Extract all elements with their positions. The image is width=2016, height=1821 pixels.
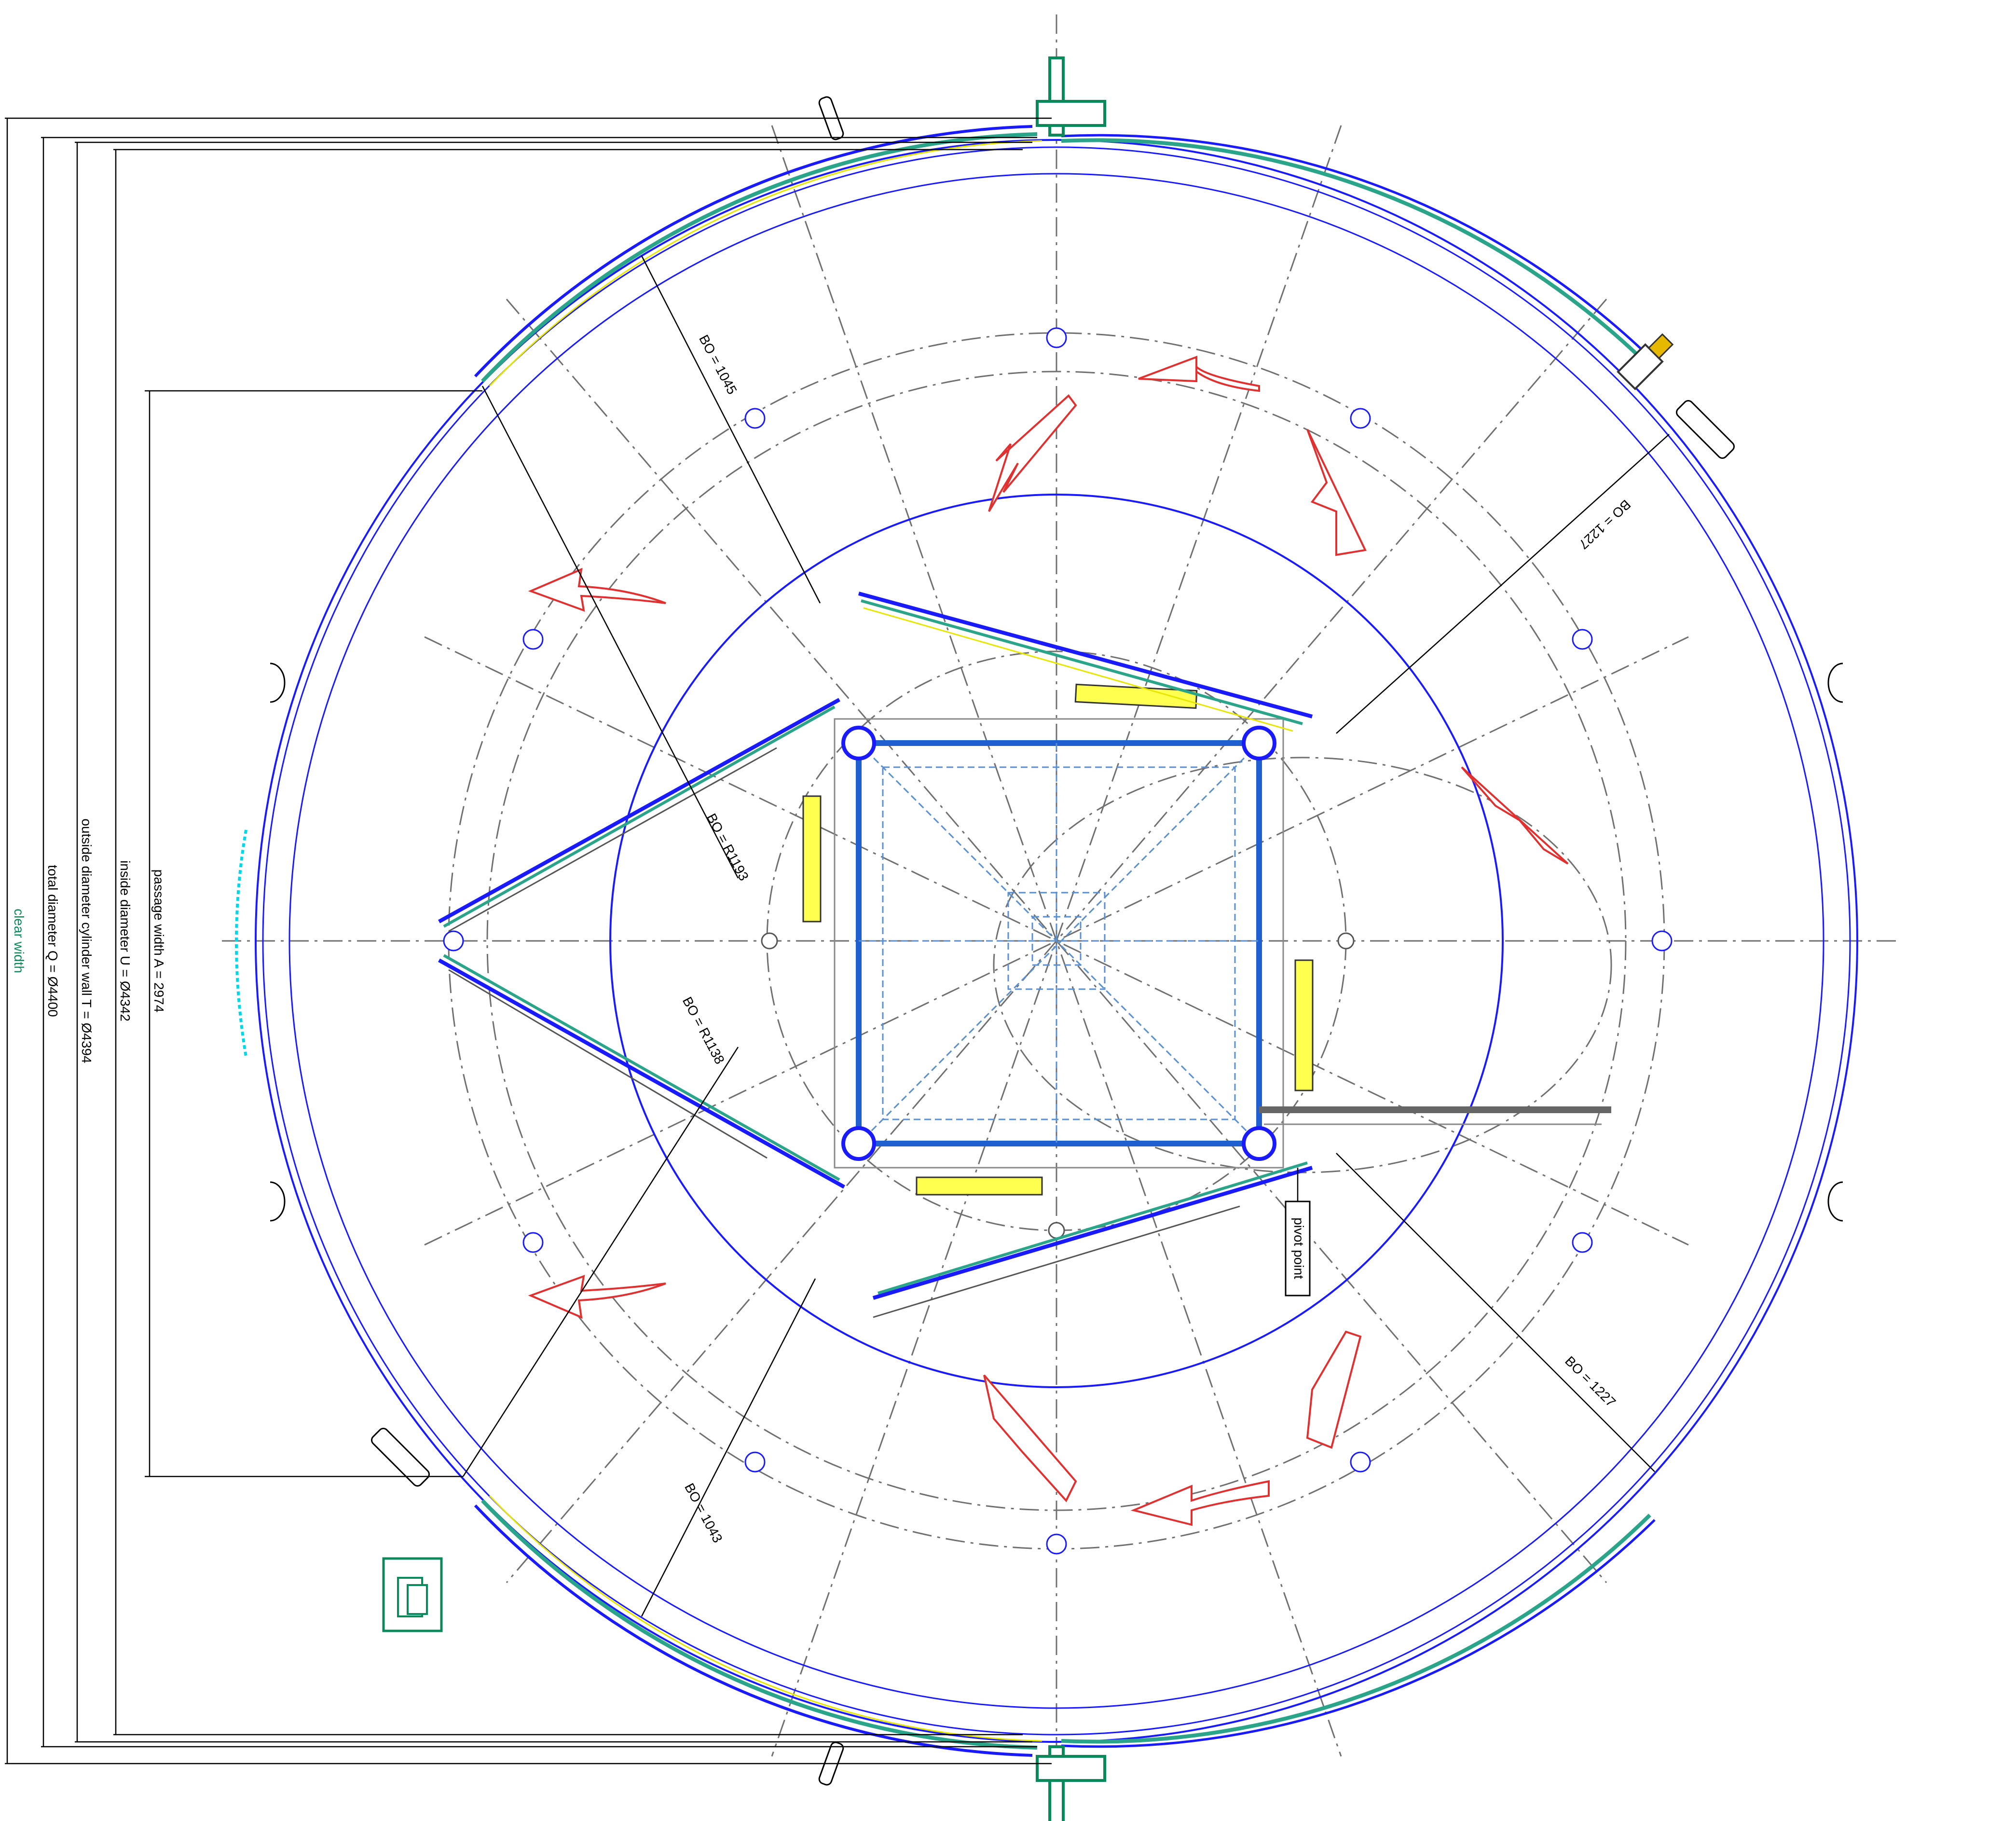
- clear-width-label: clear width: [12, 909, 27, 973]
- axis-markers: [443, 327, 1673, 1555]
- light-strip: [235, 829, 247, 1057]
- inside-diameter-label: inside diameter U = Ø4342: [118, 860, 133, 1021]
- dimension-lines: [5, 117, 1670, 1765]
- outer-cylinder-walls: [255, 139, 1858, 1743]
- curved-arrow-icon: [983, 1374, 1077, 1503]
- total-diameter-label: total diameter Q = Ø4400: [45, 865, 60, 1017]
- pivot-point-annotation: pivot point: [1285, 1168, 1311, 1297]
- bo-1045-label: BO = 1045: [696, 332, 740, 397]
- motor-icon: [1617, 333, 1674, 390]
- curved-arrow-icon: [1138, 356, 1260, 392]
- yellow-bars: [802, 683, 1314, 1196]
- outside-diameter-label: outside diameter cylinder wall T = Ø4394: [79, 818, 94, 1063]
- curved-arrow-icon: [988, 394, 1077, 512]
- bo-1043-label: BO = 1043: [682, 1481, 726, 1545]
- passage-width-label: passage width A = 2974: [151, 869, 166, 1013]
- bo-r1138-label: BO = R1138: [680, 994, 727, 1066]
- curved-arrow-icon: [528, 1274, 666, 1319]
- bo-r1193-label: BO = R1193: [704, 811, 752, 883]
- switch-box-icon: [382, 1557, 443, 1632]
- curved-arrow-icon: [528, 567, 666, 612]
- bo-1227-bottom-label: BO = 1227: [1562, 1353, 1618, 1410]
- door-wings: [438, 592, 1611, 1318]
- curved-arrow-icon: [1130, 1480, 1270, 1526]
- curved-arrow-icon: [1306, 1330, 1362, 1449]
- central-square-frame: [834, 718, 1284, 1169]
- pivot-point-label: pivot point: [1291, 1217, 1306, 1279]
- top-mount-green: [1036, 56, 1106, 1821]
- bo-1227-top-label: BO = 1227: [1576, 497, 1634, 552]
- rotation-arrows: [528, 356, 1569, 1526]
- curved-arrow-icon: [1461, 766, 1569, 865]
- curved-arrow-icon: [1306, 429, 1367, 556]
